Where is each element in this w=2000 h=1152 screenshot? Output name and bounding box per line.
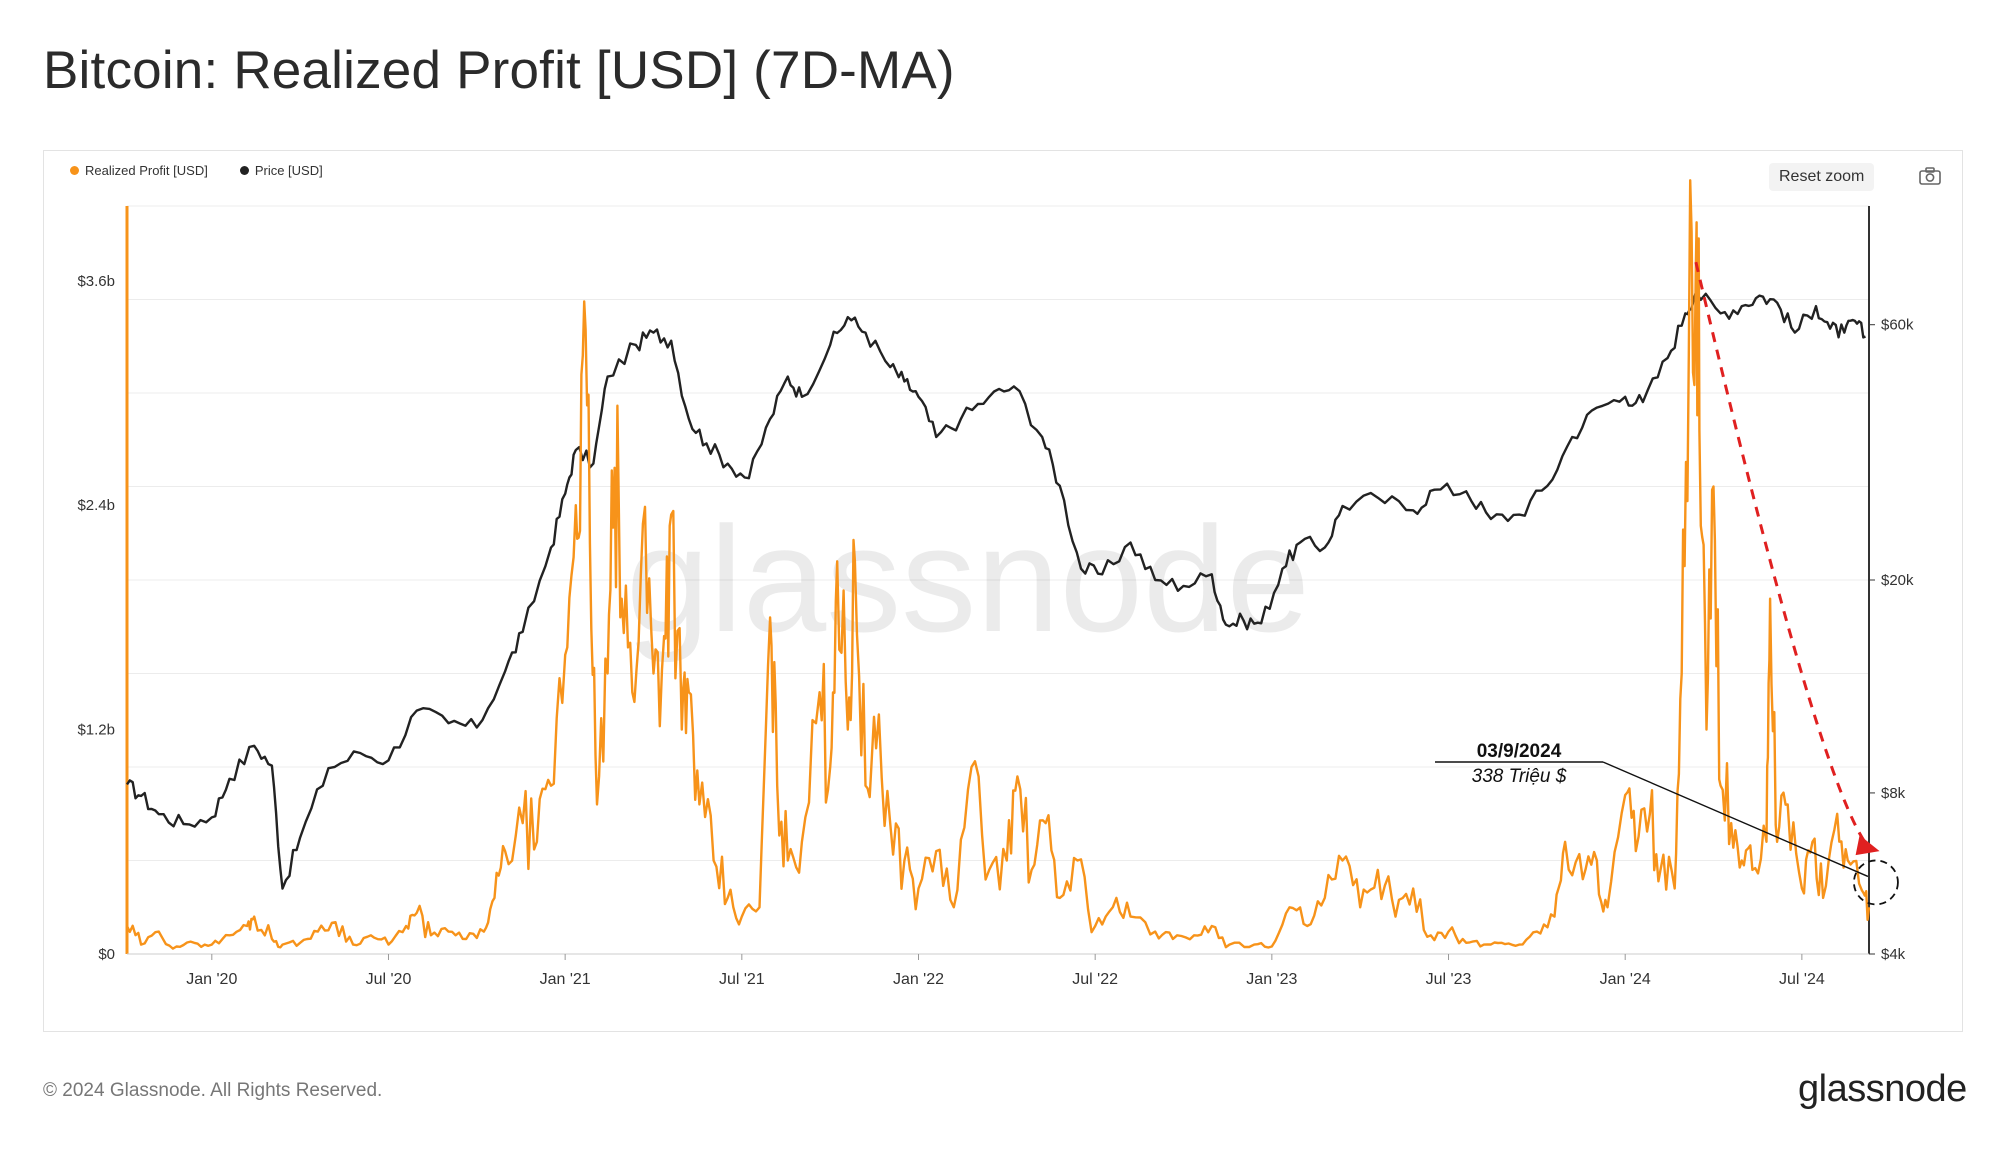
- y-right-tick-label: $20k: [1881, 572, 1914, 589]
- annotation-date-label: 03/9/2024: [1477, 741, 1562, 762]
- page-title: Bitcoin: Realized Profit [USD] (7D-MA): [43, 41, 955, 100]
- y-left-tick-label: $3.6b: [77, 273, 115, 290]
- legend-dot-icon: [239, 166, 249, 175]
- y-left-tick-label: $1.2b: [77, 722, 115, 739]
- legend-label-realized-profit: Realized Profit [USD]: [85, 163, 208, 178]
- annotation-value-label: 338 Triệu $: [1472, 766, 1567, 787]
- reset-zoom-button[interactable]: Reset zoom: [1769, 163, 1875, 191]
- x-tick-label: Jan '23: [1246, 971, 1297, 988]
- series-line-realized-profit: [125, 179, 1871, 950]
- x-tick-label: Jul '24: [1779, 971, 1825, 988]
- x-tick-label: Jan '21: [540, 971, 591, 988]
- chart-legend: Realized Profit [USD] Price [USD]: [70, 163, 323, 178]
- series-line-price: [126, 291, 1866, 890]
- x-tick-label: Jul '23: [1426, 971, 1472, 988]
- y-right-tick-label: $4k: [1881, 946, 1906, 963]
- x-tick-label: Jan '24: [1600, 971, 1651, 988]
- trend-arrow-head-icon: [1855, 835, 1880, 856]
- y-left-tick-label: $2.4b: [77, 497, 115, 514]
- legend-item-realized-profit[interactable]: Realized Profit [USD]: [70, 163, 208, 178]
- camera-icon[interactable]: [1919, 167, 1941, 185]
- x-tick-label: Jul '22: [1072, 971, 1118, 988]
- watermark-text: glassnode: [626, 495, 1310, 663]
- footer-brand-logo: glassnode: [1798, 1068, 1967, 1110]
- legend-dot-icon: [70, 166, 79, 175]
- annotation-circle: [1853, 859, 1899, 906]
- legend-item-price[interactable]: Price [USD]: [239, 163, 323, 178]
- chart-panel: Realized Profit [USD] Price [USD] Reset …: [43, 150, 1963, 1032]
- y-left-tick-label: $0: [98, 946, 115, 963]
- footer-copyright: © 2024 Glassnode. All Rights Reserved.: [43, 1080, 383, 1101]
- x-tick-label: Jul '21: [719, 971, 765, 988]
- x-tick-label: Jan '22: [893, 971, 944, 988]
- y-right-tick-label: $8k: [1881, 785, 1906, 802]
- annotation-leader-line: [1602, 761, 1869, 878]
- chart-canvas[interactable]: glassnode $0 $1.2b $2.4b $3.6b $4k $8k $20k $60k…: [44, 151, 1964, 1033]
- x-tick-label: Jul '20: [366, 971, 412, 988]
- y-right-tick-label: $60k: [1881, 317, 1914, 334]
- x-tick-label: Jan '20: [186, 971, 237, 988]
- legend-label-price: Price [USD]: [254, 163, 323, 178]
- trend-arrow-line: [1694, 261, 1867, 845]
